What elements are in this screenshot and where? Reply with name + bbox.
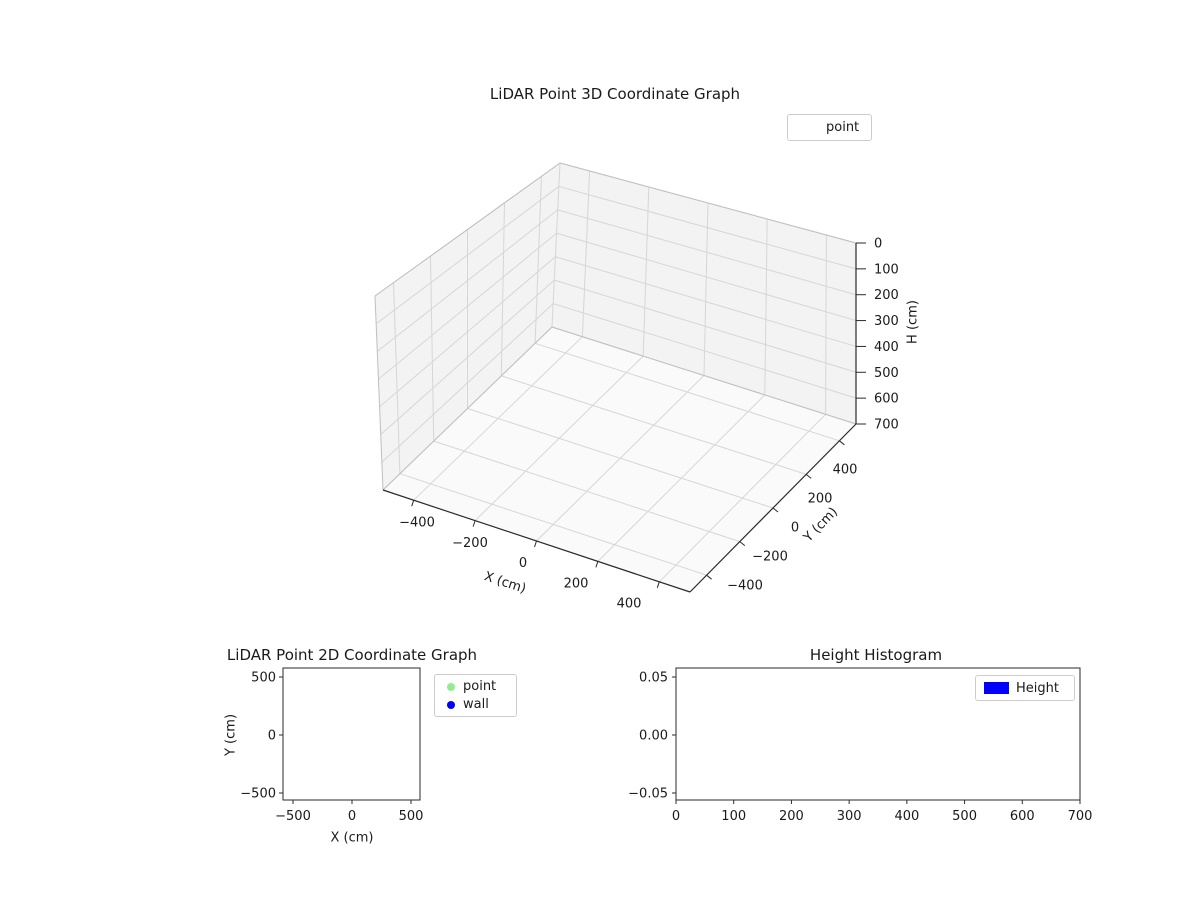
histogram-legend: Height bbox=[975, 675, 1075, 701]
z-tick-label: 600 bbox=[874, 392, 899, 407]
y-tick-label: −500 bbox=[240, 787, 276, 802]
x-tick-label: 0 bbox=[348, 809, 356, 824]
y-tick bbox=[706, 574, 712, 580]
pane-edge bbox=[374, 162, 561, 297]
x-tick-label: −400 bbox=[399, 516, 435, 531]
pane-edge bbox=[559, 162, 857, 244]
legend-marker-blank bbox=[797, 122, 819, 133]
x-tick-label: −200 bbox=[452, 536, 488, 551]
x-tick-label: 200 bbox=[779, 809, 804, 824]
grid-line bbox=[825, 234, 827, 415]
pane-edge bbox=[551, 326, 857, 425]
z-tick-label: 400 bbox=[874, 340, 899, 355]
pane-edge bbox=[374, 295, 384, 491]
x-tick bbox=[411, 500, 415, 507]
legend-row-point: point bbox=[443, 679, 508, 694]
y-tick-label: 0.05 bbox=[639, 671, 668, 686]
legend-label-point: point bbox=[463, 679, 497, 694]
x-tick-label: 0 bbox=[672, 809, 680, 824]
x-tick-label: 300 bbox=[837, 809, 862, 824]
pane-edge bbox=[382, 326, 553, 491]
x-tick-label: 100 bbox=[721, 809, 746, 824]
plot3d-legend: point bbox=[787, 114, 872, 141]
y-tick-label: 500 bbox=[251, 671, 276, 686]
z-tick-label: 300 bbox=[874, 314, 899, 329]
plot3d-zaxis-label: H (cm) bbox=[905, 300, 921, 344]
grid-line bbox=[430, 256, 435, 442]
legend-label-wall: wall bbox=[463, 697, 489, 712]
grid-line bbox=[703, 202, 709, 376]
wall-marker-icon bbox=[447, 700, 455, 709]
x-tick bbox=[656, 581, 660, 588]
x-tick bbox=[534, 540, 537, 548]
legend-row-wall: wall bbox=[443, 697, 508, 712]
plot2d-yaxis-label: Y (cm) bbox=[223, 713, 239, 757]
grid-line bbox=[501, 375, 807, 475]
histogram-title: Height Histogram bbox=[809, 646, 943, 664]
x-tick-label: 600 bbox=[1010, 809, 1035, 824]
plot2d-axes-box bbox=[282, 667, 421, 801]
grid-line bbox=[764, 218, 768, 395]
y-tick-label: 0 bbox=[268, 729, 276, 744]
grid-line bbox=[500, 202, 505, 376]
grid-line bbox=[581, 170, 591, 337]
y-tick bbox=[839, 440, 845, 446]
z-tick-label: 700 bbox=[874, 418, 899, 433]
x-tick bbox=[595, 561, 599, 568]
y-tick-label: −400 bbox=[727, 579, 763, 594]
x-tick-label: 0 bbox=[519, 556, 527, 571]
z-tick-label: 500 bbox=[874, 366, 899, 381]
x-tick bbox=[472, 520, 476, 527]
x-tick-label: 700 bbox=[1068, 809, 1093, 824]
z-tick-label: 0 bbox=[874, 237, 882, 252]
y-tick-label: −0.05 bbox=[628, 787, 668, 802]
x-tick-label: 500 bbox=[399, 809, 424, 824]
grid-line bbox=[534, 176, 542, 344]
grid-line bbox=[658, 413, 826, 583]
y-tick bbox=[805, 474, 812, 479]
legend-label-height: Height bbox=[1016, 680, 1059, 696]
legend-label-point: point bbox=[826, 120, 860, 135]
y-tick-label: 0 bbox=[791, 521, 799, 536]
grid-line bbox=[393, 282, 401, 474]
plot3d-title: LiDAR Point 3D Coordinate Graph bbox=[489, 85, 741, 103]
y-tick-label: 0.00 bbox=[639, 729, 668, 744]
x-tick-label: 400 bbox=[894, 809, 919, 824]
x-tick-label: −500 bbox=[275, 809, 311, 824]
x-tick-label: 500 bbox=[952, 809, 977, 824]
grid-line bbox=[551, 162, 561, 328]
z-tick-label: 100 bbox=[874, 262, 899, 277]
z-tick-label: 200 bbox=[874, 288, 899, 303]
plot2d-title: LiDAR Point 2D Coordinate Graph bbox=[226, 646, 478, 664]
grid-line bbox=[467, 408, 774, 509]
grid-line bbox=[597, 394, 766, 562]
y-tick-label: 400 bbox=[833, 463, 858, 478]
height-patch-icon bbox=[984, 682, 1009, 694]
plot2d-legend: point wall bbox=[434, 674, 517, 717]
y-tick-label: −200 bbox=[752, 550, 788, 565]
y-tick-label: 200 bbox=[808, 492, 833, 507]
x-tick-label: 200 bbox=[564, 576, 589, 591]
y-tick bbox=[739, 541, 746, 546]
pane-right bbox=[552, 163, 856, 424]
grid-line bbox=[534, 342, 840, 442]
plot2d-xaxis-label: X (cm) bbox=[330, 830, 374, 846]
y-tick bbox=[772, 507, 779, 513]
x-tick-label: 400 bbox=[617, 597, 642, 612]
point-marker-icon bbox=[447, 682, 455, 691]
grid-line bbox=[642, 186, 650, 357]
